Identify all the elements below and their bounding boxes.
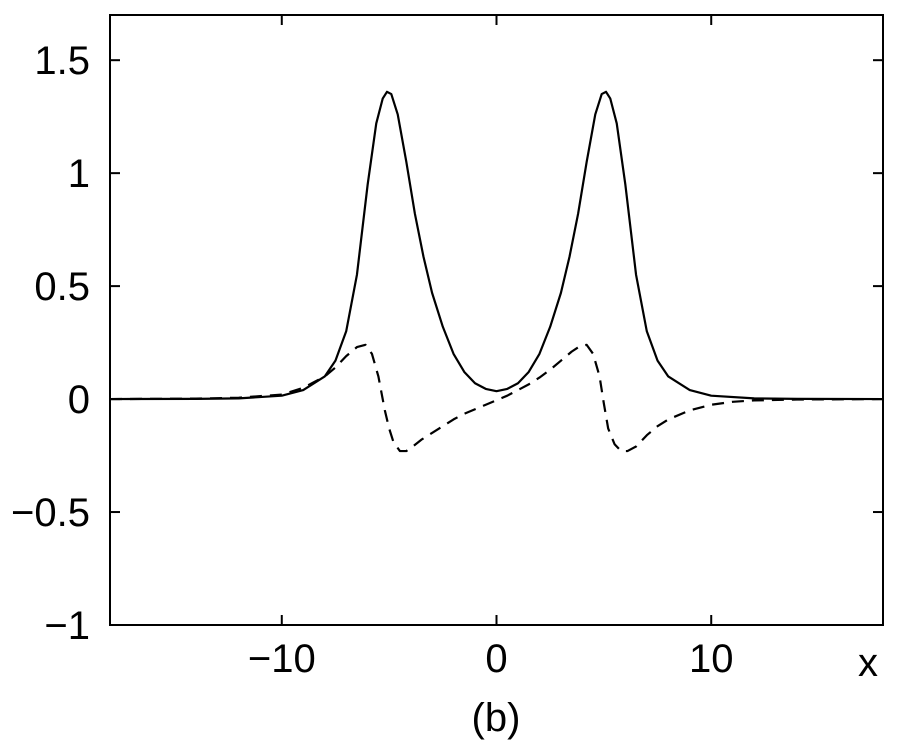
y-tick-label: 1.5	[34, 39, 90, 83]
y-tick-label: 1	[68, 152, 90, 196]
x-tick-label: 10	[689, 637, 734, 681]
x-axis-label: x	[858, 641, 878, 685]
tick-labels: −10 0 10 −1 −0.5 0 0.5 1 1.5	[11, 39, 733, 681]
x-tick-label: 0	[485, 637, 507, 681]
figure-caption: (b)	[472, 696, 521, 740]
plot-frame	[109, 14, 884, 626]
tick-marks	[110, 15, 883, 626]
y-tick-label: −0.5	[11, 491, 90, 535]
y-tick-label: −1	[44, 604, 90, 648]
y-tick-label: 0	[68, 378, 90, 422]
solid-series-line	[109, 90, 884, 401]
series-group	[109, 90, 884, 453]
dashed-series-line	[109, 343, 884, 453]
y-tick-label: 0.5	[34, 265, 90, 309]
x-tick-label: −10	[248, 637, 316, 681]
